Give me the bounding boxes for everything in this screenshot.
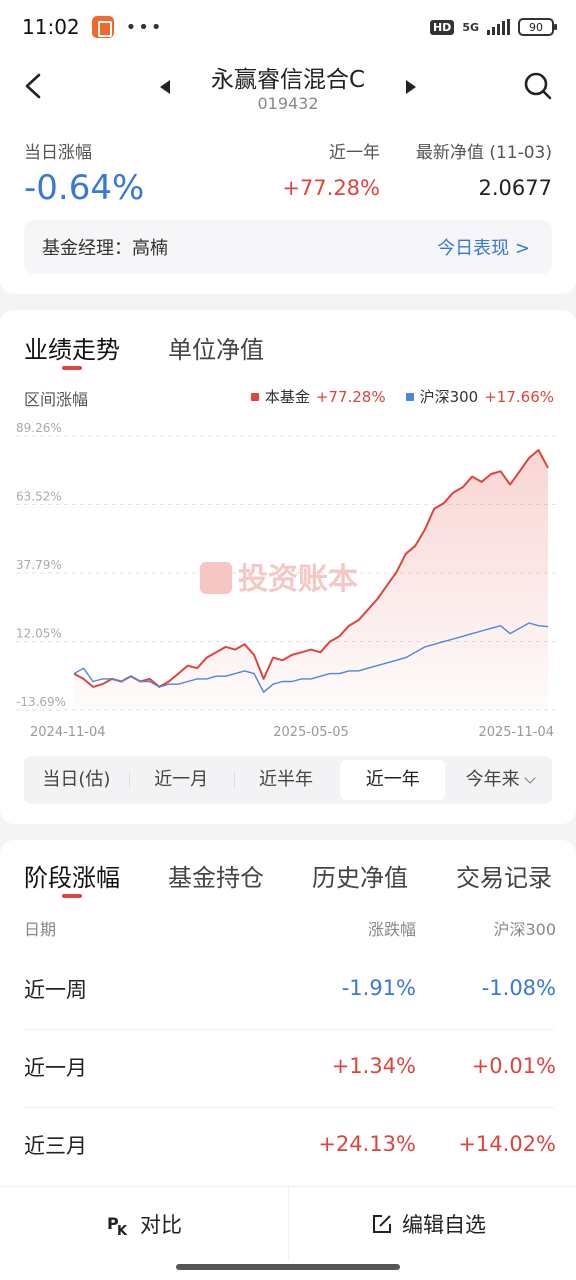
edit-icon: [373, 1215, 391, 1233]
row-index-change: +0.01%: [471, 1054, 556, 1078]
pk-icon: P K: [107, 1214, 128, 1237]
legend-index-marker: [405, 392, 414, 401]
nav-value: 2.0677: [478, 176, 552, 200]
edit-watchlist-label: 编辑自选: [402, 1213, 486, 1237]
period-today[interactable]: 当日(估): [42, 769, 111, 790]
taobao-notification-icon: [91, 16, 114, 38]
compare-button[interactable]: P K 对比: [106, 1207, 182, 1241]
year-change-label: 近一年: [329, 143, 380, 163]
previous-fund-icon[interactable]: [160, 80, 170, 94]
tab-stage-returns[interactable]: 阶段涨幅: [24, 864, 120, 892]
legend-fund-value: +77.28%: [315, 387, 386, 406]
row-fund-change: -1.91%: [341, 976, 416, 1000]
stage-tab-indicator: [62, 894, 82, 898]
period-selector: 当日(估) 近一月 近半年 近一年 今年来: [24, 756, 552, 804]
daily-change-value: -0.64%: [24, 168, 145, 208]
row-period: 近一月: [24, 1056, 87, 1080]
y-tick-label: -13.69%: [16, 695, 66, 709]
tab-performance-trend[interactable]: 业绩走势: [24, 336, 120, 364]
manager-row[interactable]: 基金经理：高楠 今日表现 >: [24, 220, 552, 274]
today-performance-link[interactable]: 今日表现 >: [437, 238, 530, 259]
more-notifications-icon: •••: [125, 16, 164, 38]
col-change: 涨跌幅: [367, 920, 416, 939]
performance-chart-card: 业绩走势 单位净值 区间涨幅 本基金 +77.28% 沪深300 +17.66%…: [0, 310, 576, 824]
table-row[interactable]: 近一月 +1.34% +0.01%: [24, 1030, 556, 1108]
legend-index-name: 沪深300: [419, 388, 479, 406]
col-date: 日期: [24, 920, 57, 939]
chart-legend: 本基金 +77.28% 沪深300 +17.66%: [250, 386, 554, 407]
search-icon[interactable]: [522, 70, 554, 102]
y-tick-label: 89.26%: [16, 421, 62, 435]
year-change-value: +77.28%: [282, 176, 380, 200]
watermark-text: 投资账本: [238, 562, 358, 597]
daily-change-label: 当日涨幅: [24, 143, 92, 163]
home-indicator: [176, 1264, 400, 1270]
tab-holdings[interactable]: 基金持仓: [168, 864, 264, 892]
col-index: 沪深300: [493, 920, 556, 939]
table-row[interactable]: 近三月 +24.13% +14.02%: [24, 1108, 556, 1186]
x-tick-label: 2025-11-04: [478, 725, 554, 740]
row-period: 近三月: [24, 1134, 87, 1158]
next-fund-icon[interactable]: [406, 80, 416, 94]
header: 永赢睿信混合C 019432: [0, 54, 576, 124]
row-index-change: -1.08%: [481, 976, 556, 1000]
tab-trade-records[interactable]: 交易记录: [456, 864, 552, 892]
bottom-divider: [288, 1187, 289, 1259]
table-row[interactable]: 近一周 -1.91% -1.08%: [24, 952, 556, 1030]
legend-index-value: +17.66%: [484, 387, 554, 406]
series-line-index: [73, 622, 549, 693]
fund-summary: 当日涨幅 近一年 最新净值 (11-03) -0.64% +77.28% 2.0…: [0, 124, 576, 294]
series-line-fund: [73, 449, 549, 688]
tab-unit-nav[interactable]: 单位净值: [168, 336, 264, 364]
performance-chart[interactable]: 投资账本 89.26% 63.52% 37.79% 12.05% -13.69% 2024…: [0, 420, 576, 750]
range-change-label: 区间涨幅: [24, 390, 89, 409]
period-6m[interactable]: 近半年: [233, 760, 339, 800]
status-bar: 11:02 ••• HD 5G 90: [0, 0, 576, 54]
hd-icon: HD: [429, 19, 455, 35]
chevron-down-icon: [523, 772, 536, 784]
y-tick-label: 63.52%: [16, 490, 62, 504]
watermark: 投资账本: [200, 562, 358, 597]
fund-title: 永赢睿信混合C: [210, 67, 366, 93]
battery-icon: 90: [518, 18, 557, 36]
manager-label: 基金经理：高楠: [42, 238, 168, 259]
y-tick-label: 37.79%: [16, 558, 62, 572]
y-tick-label: 12.05%: [16, 626, 62, 640]
legend-fund-name: 本基金: [264, 388, 310, 406]
svg-text:P: P: [107, 1214, 119, 1233]
tab-history-nav[interactable]: 历史净值: [312, 864, 408, 892]
compare-label: 对比: [140, 1213, 182, 1237]
tab-active-indicator: [62, 366, 82, 370]
x-tick-label: 2025-05-05: [273, 725, 349, 740]
signal-icon: [487, 19, 510, 35]
legend-fund-marker: [250, 392, 259, 401]
period-1m[interactable]: 近一月: [128, 760, 234, 800]
nav-label: 最新净值 (11-03): [415, 143, 552, 163]
status-time: 11:02: [22, 15, 80, 39]
period-1y[interactable]: 近一年: [340, 760, 446, 800]
svg-text:K: K: [117, 1224, 128, 1237]
row-index-change: +14.02%: [458, 1132, 556, 1156]
row-fund-change: +24.13%: [318, 1132, 416, 1156]
watermark-logo-icon: [200, 562, 232, 594]
row-fund-change: +1.34%: [331, 1054, 416, 1078]
x-tick-label: 2024-11-04: [30, 725, 106, 740]
back-arrow-icon[interactable]: [22, 72, 46, 100]
fund-code: 019432: [257, 94, 319, 113]
period-ytd[interactable]: 今年来: [447, 760, 552, 800]
row-period: 近一周: [24, 978, 87, 1002]
network-type: 5G: [462, 20, 479, 34]
edit-watchlist-button[interactable]: 编辑自选: [370, 1207, 486, 1241]
period-ytd-label: 今年来: [465, 769, 520, 790]
